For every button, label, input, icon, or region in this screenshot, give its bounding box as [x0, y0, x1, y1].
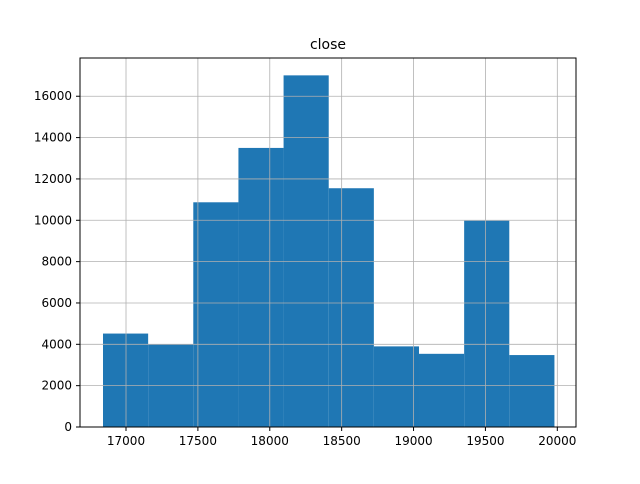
histogram-bar-0 — [103, 333, 149, 427]
histogram-bar-3 — [238, 147, 284, 427]
y-tick-label: 10000 — [34, 213, 72, 227]
x-tick-label: 19000 — [394, 434, 432, 448]
y-tick-label: 16000 — [34, 89, 72, 103]
histogram-bar-7 — [419, 353, 465, 427]
y-tick-label: 6000 — [41, 296, 72, 310]
chart-title: close — [310, 37, 346, 53]
y-tick-label: 4000 — [41, 337, 72, 351]
histogram-bar-4 — [283, 75, 329, 427]
y-tick-label: 2000 — [41, 379, 72, 393]
plot-frame — [79, 57, 577, 428]
histogram-bar-2 — [193, 202, 239, 427]
x-tick-label: 18500 — [323, 434, 361, 448]
x-tick-label: 18000 — [251, 434, 289, 448]
y-tick-label: 0 — [64, 420, 72, 434]
y-tick-label: 8000 — [41, 255, 72, 269]
y-tick-label: 14000 — [34, 131, 72, 145]
x-tick-label: 20000 — [538, 434, 576, 448]
histogram-bar-8 — [464, 220, 510, 427]
x-tick-label: 17000 — [107, 434, 145, 448]
histogram-bar-6 — [373, 346, 420, 427]
y-axis: 0 2000 4000 6000 8000 10000 12000 14000 16000 — [34, 89, 80, 434]
histogram-bar-9 — [509, 355, 555, 427]
x-tick-label: 17500 — [179, 434, 217, 448]
x-axis: 17000 17500 18000 18500 19000 19500 20000 — [107, 427, 576, 448]
bars-layer — [103, 75, 555, 427]
y-tick-label: 12000 — [34, 172, 72, 186]
histogram-bar-5 — [328, 188, 374, 427]
x-tick-label: 19500 — [466, 434, 504, 448]
